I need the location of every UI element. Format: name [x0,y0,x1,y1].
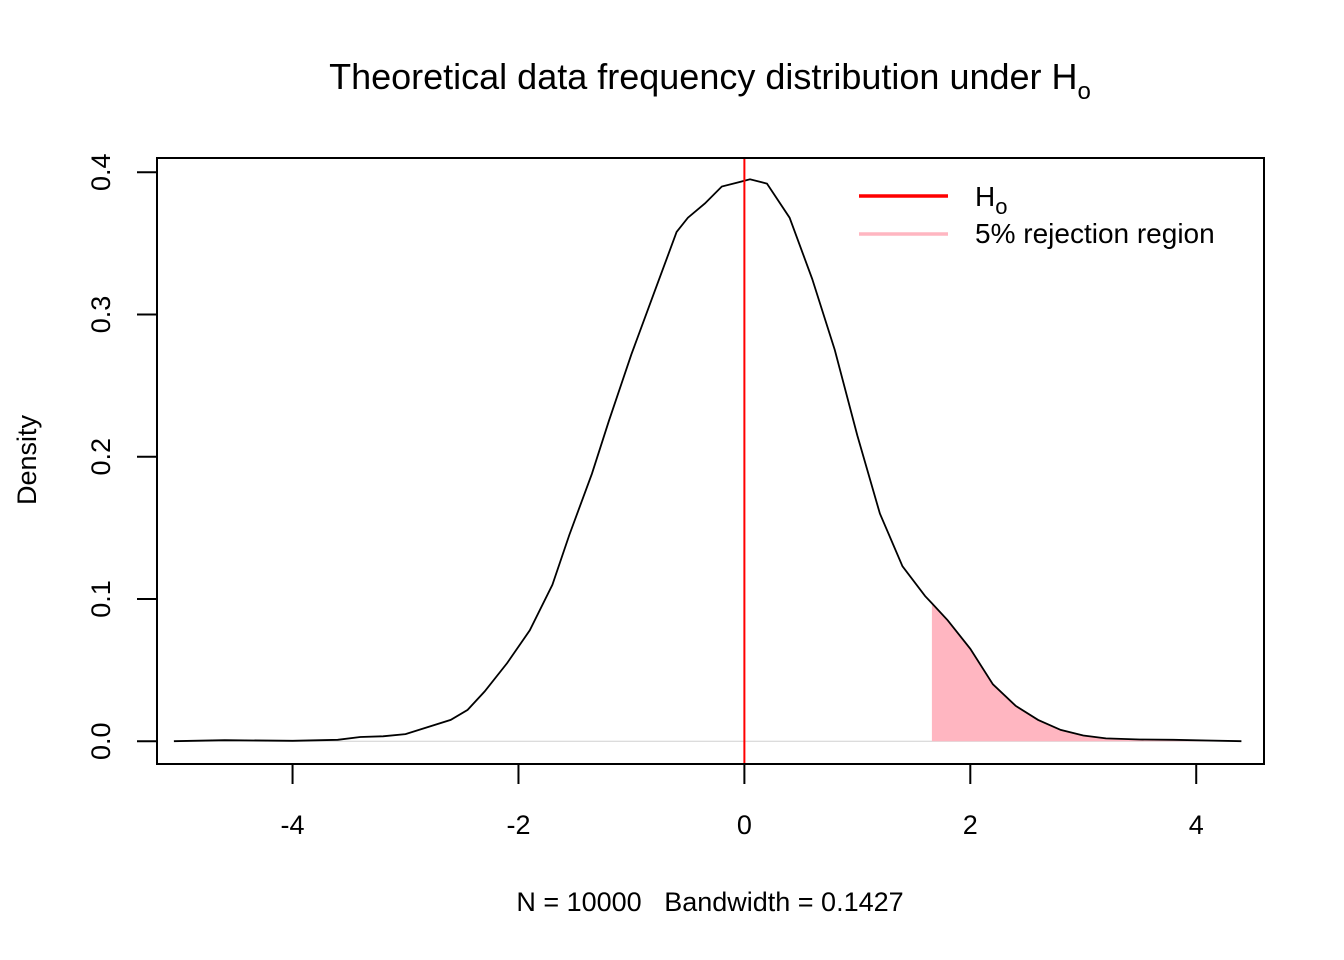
y-axis-label: Density [12,414,42,505]
x-tick-label: 0 [737,810,752,840]
chart-title: Theoretical data frequency distribution … [329,56,1091,105]
legend-label-h0-subscript: o [995,194,1007,219]
y-tick-label: 0.4 [86,153,116,191]
y-tick-label: 0.0 [86,722,116,760]
y-tick-label: 0.1 [86,580,116,618]
x-tick-label: 4 [1189,810,1204,840]
legend: Ho 5% rejection region [859,181,1215,249]
y-tick-label: 0.3 [86,296,116,334]
y-tick-label: 0.2 [86,438,116,476]
x-tick-label: 2 [963,810,978,840]
density-curve [173,178,1242,743]
x-axis: -4 -2 0 2 4 [281,763,1204,840]
legend-label-h0: Ho [975,181,1007,219]
x-tick-label: -2 [506,810,530,840]
legend-label-rejection: 5% rejection region [975,218,1215,249]
y-axis: 0.0 0.1 0.2 0.3 0.4 [86,153,158,760]
chart-title-subscript: o [1078,78,1091,105]
rejection-region-fill [931,603,1242,742]
x-axis-label: N = 10000 Bandwidth = 0.1427 [516,887,903,917]
x-tick-label: -4 [281,810,305,840]
